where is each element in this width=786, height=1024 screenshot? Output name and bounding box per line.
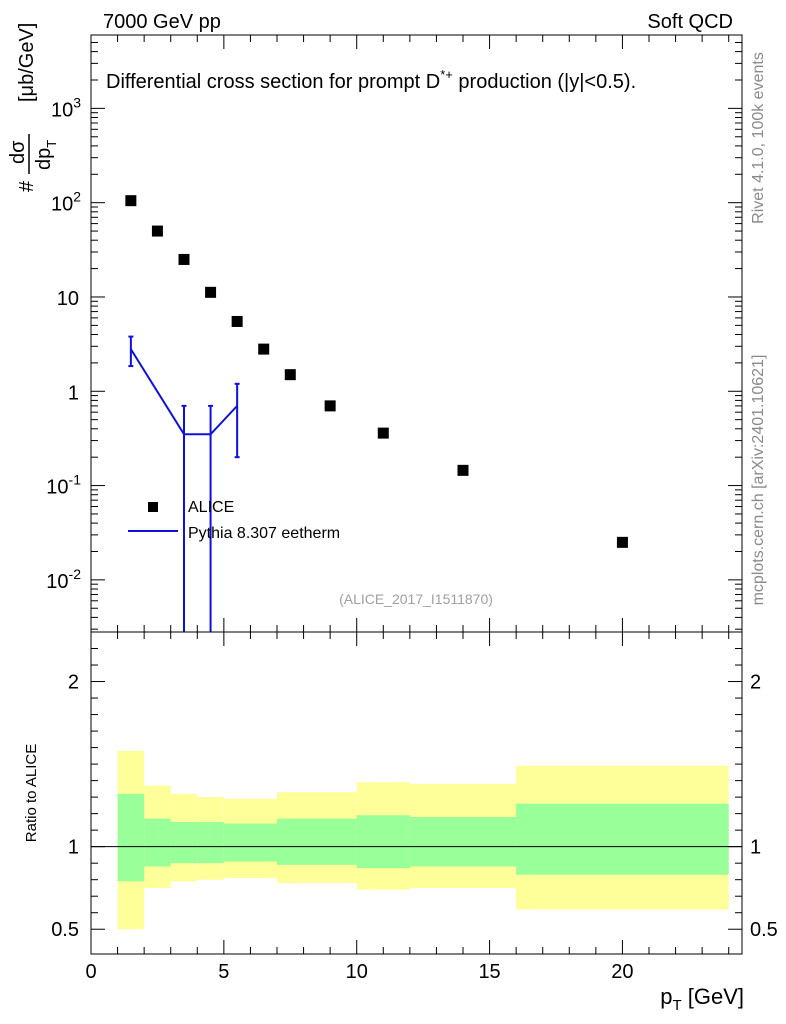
main-ticks: 10-2 10-1 1 10 102 103 (46, 34, 742, 632)
legend-label-alice: ALICE (188, 499, 234, 516)
pythia-line (130, 348, 238, 436)
x-tick-label: 5 (218, 961, 229, 983)
ylabel-unit: [μb/GeV] (16, 23, 38, 102)
ratio-y-tick-label-right: 1 (750, 837, 761, 859)
ratio-y-tick-label-right: 0.5 (750, 919, 778, 941)
ratio-y-tick-label: 2 (68, 672, 79, 694)
alice-data-point (324, 400, 336, 412)
alice-data-point (457, 464, 469, 476)
ylabel-num: dσ (7, 140, 29, 164)
ratio-band-inner (170, 821, 198, 864)
main-y-label: [μb/GeV] # dσ dpT (7, 23, 59, 192)
watermark: (ALICE_2017_I1511870) (339, 591, 493, 607)
ratio-band-inner (409, 816, 517, 867)
ratio-panel: 0.5 0.51 12 20 5 10 15 20 Ratio to ALICE pT [Ge… (23, 631, 778, 1014)
alice-data-point (205, 286, 217, 298)
ratio-y-label: Ratio to ALICE (23, 744, 40, 842)
ratio-data-layer (91, 750, 742, 930)
ratio-band-inner (197, 821, 224, 864)
mcplots-label: mcplots.cern.ch [arXiv:2401.10621] (750, 355, 767, 606)
alice-data-point (125, 195, 137, 207)
rivet-label: Rivet 4.1.0, 100k events (750, 52, 767, 224)
x-axis-label: pT [GeV] (660, 984, 744, 1014)
ylabel-hash: # (16, 180, 38, 192)
legend: ALICE Pythia 8.307 eetherm (128, 499, 340, 542)
main-y-tick-label: 10-1 (46, 472, 81, 499)
ratio-ticks: 0.5 0.51 12 20 5 10 15 20 (51, 632, 778, 983)
plot-title: Differential cross section for prompt D*… (106, 67, 636, 93)
header-left: 7000 GeV pp (103, 11, 221, 33)
x-tick-label: 20 (611, 961, 633, 983)
ratio-band-inner (356, 815, 410, 869)
alice-data-point (616, 536, 628, 548)
legend-label-pythia: Pythia 8.307 eetherm (188, 525, 340, 542)
ratio-band-inner (516, 803, 729, 875)
header-right: Soft QCD (647, 11, 733, 33)
x-tick-label: 15 (478, 961, 500, 983)
main-y-tick-label: 102 (51, 189, 81, 216)
alice-data-point (178, 253, 190, 265)
x-tick-label: 0 (85, 961, 96, 983)
main-panel: 10-2 10-1 1 10 102 103 Differential cross sec… (7, 23, 743, 633)
main-data-layer (125, 195, 628, 632)
legend-marker-alice (148, 502, 158, 512)
ratio-y-tick-label-right: 2 (750, 672, 761, 694)
main-y-tick-label: 10-2 (46, 566, 81, 593)
ratio-y-tick-label: 0.5 (51, 919, 79, 941)
ratio-band-inner (117, 793, 145, 882)
x-tick-label: 10 (346, 961, 368, 983)
alice-data-point (284, 369, 296, 381)
alice-data-point (231, 315, 243, 327)
ratio-band-inner (144, 818, 171, 867)
main-y-tick-label: 1 (68, 382, 79, 404)
main-frame (90, 34, 743, 633)
main-y-tick-label: 10 (57, 288, 79, 310)
alice-data-point (258, 343, 270, 355)
ratio-band-inner (277, 818, 357, 865)
ylabel-den: dpT (33, 140, 59, 170)
main-y-tick-label: 103 (51, 94, 81, 121)
alice-data-point (151, 225, 163, 237)
ratio-frame (90, 631, 743, 955)
alice-data-point (377, 427, 389, 439)
ratio-y-tick-label: 1 (68, 837, 79, 859)
ratio-band-inner (223, 823, 277, 862)
